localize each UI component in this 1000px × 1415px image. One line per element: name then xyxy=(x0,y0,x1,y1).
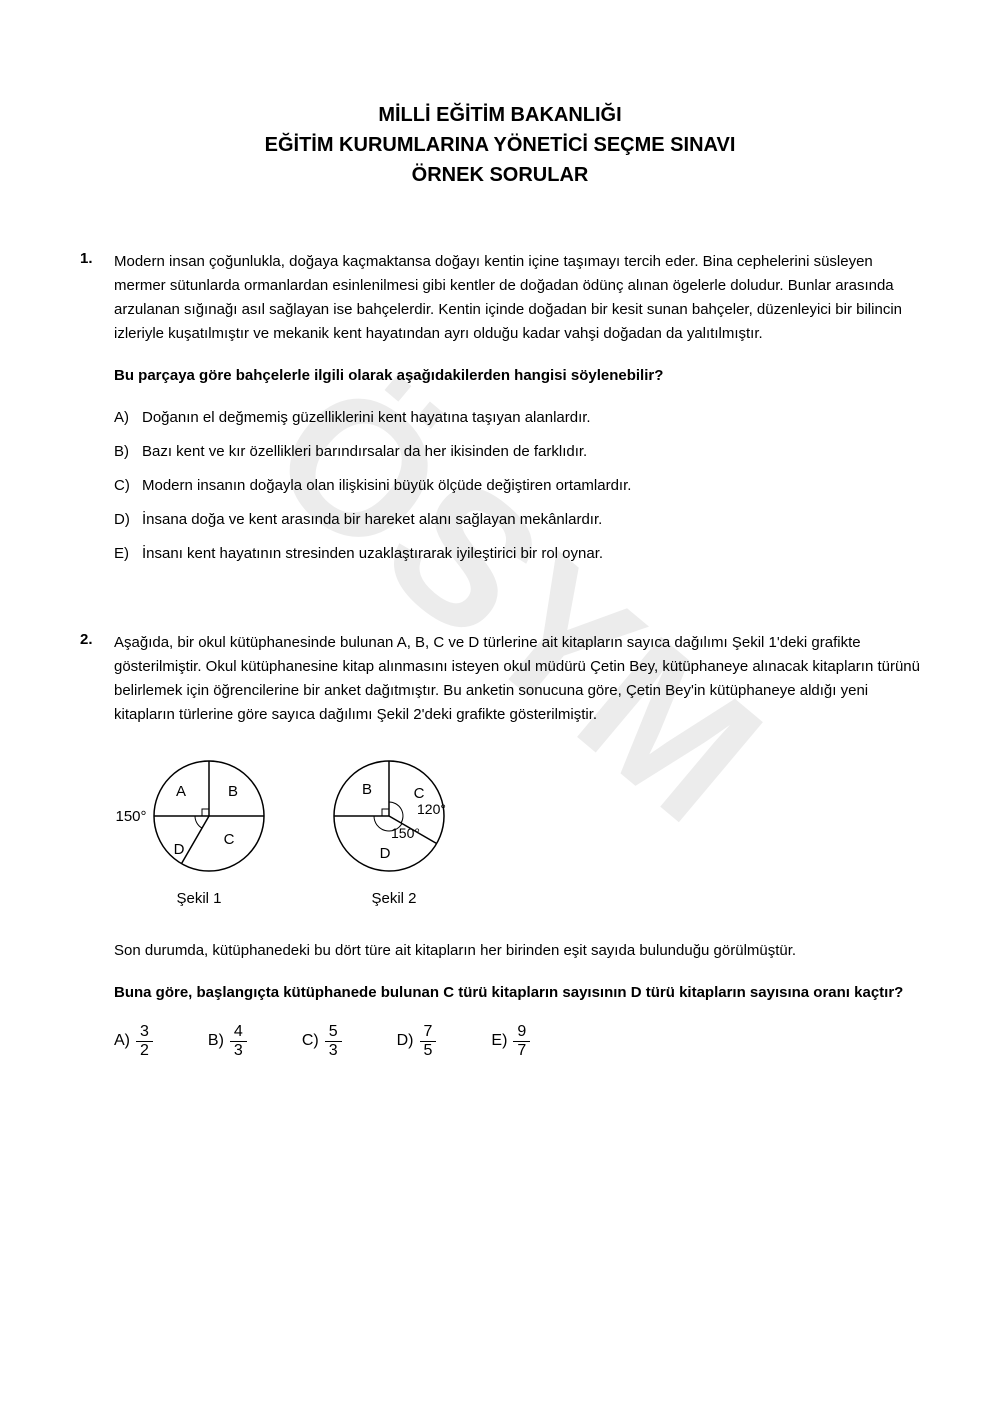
chart-2-caption: Şekil 2 xyxy=(371,887,416,911)
chart-1-angle-label: 150° xyxy=(115,808,146,825)
q1-option-a-letter: A) xyxy=(114,406,142,430)
q1-option-e-letter: E) xyxy=(114,542,142,566)
chart-2-angle-150: 150° xyxy=(391,825,420,841)
question-1-number: 1. xyxy=(80,250,114,576)
header-line-1: MİLLİ EĞİTİM BAKANLIĞI xyxy=(80,100,920,130)
q2-option-b[interactable]: B) 4 3 xyxy=(208,1023,247,1059)
q2-option-b-den: 3 xyxy=(230,1042,247,1060)
question-1-options: A) Doğanın el değmemiş güzelliklerini ke… xyxy=(114,406,920,566)
q1-option-d-letter: D) xyxy=(114,508,142,532)
q2-option-a-fraction: 3 2 xyxy=(136,1023,153,1059)
chart-2-label-c: C xyxy=(414,785,425,802)
chart-1-caption: Şekil 1 xyxy=(176,887,221,911)
q2-option-d-letter: D) xyxy=(397,1028,414,1054)
q1-option-b[interactable]: B) Bazı kent ve kır özellikleri barındır… xyxy=(114,440,920,464)
q2-option-c[interactable]: C) 5 3 xyxy=(302,1023,342,1059)
question-2: 2. Aşağıda, bir okul kütüphanesinde bulu… xyxy=(80,631,920,1059)
q2-option-a-letter: A) xyxy=(114,1028,130,1054)
chart-1-label-a: A xyxy=(176,783,186,800)
q2-option-a-num: 3 xyxy=(136,1023,153,1042)
q2-option-c-num: 5 xyxy=(325,1023,342,1042)
q2-option-b-num: 4 xyxy=(230,1023,247,1042)
header-line-3: ÖRNEK SORULAR xyxy=(80,160,920,190)
q2-option-d-fraction: 7 5 xyxy=(420,1023,437,1059)
chart-2-label-d: D xyxy=(380,845,391,862)
q2-option-e-fraction: 9 7 xyxy=(513,1023,530,1059)
q1-option-a[interactable]: A) Doğanın el değmemiş güzelliklerini ke… xyxy=(114,406,920,430)
chart-1: A B C D 150° Şekil 1 xyxy=(114,751,284,911)
chart-1-center-marker xyxy=(202,809,209,816)
chart-2-center-marker xyxy=(382,809,389,816)
page-header: MİLLİ EĞİTİM BAKANLIĞI EĞİTİM KURUMLARIN… xyxy=(80,100,920,190)
question-2-prompt: Buna göre, başlangıçta kütüphanede bulun… xyxy=(114,981,920,1005)
q1-option-e[interactable]: E) İnsanı kent hayatının stresinden uzak… xyxy=(114,542,920,566)
header-line-2: EĞİTİM KURUMLARINA YÖNETİCİ SEÇME SINAVI xyxy=(80,130,920,160)
question-2-number: 2. xyxy=(80,631,114,1059)
chart-1-label-c: C xyxy=(224,831,235,848)
q1-option-d[interactable]: D) İnsana doğa ve kent arasında bir hare… xyxy=(114,508,920,532)
q2-option-b-fraction: 4 3 xyxy=(230,1023,247,1059)
q1-option-c-text: Modern insanın doğayla olan ilişkisini b… xyxy=(142,474,631,498)
q2-option-c-den: 3 xyxy=(325,1042,342,1060)
q2-option-c-letter: C) xyxy=(302,1028,319,1054)
question-1-prompt: Bu parçaya göre bahçelerle ilgili olarak… xyxy=(114,364,920,388)
q1-option-b-text: Bazı kent ve kır özellikleri barındırsal… xyxy=(142,440,587,464)
chart-2-angle-120: 120° xyxy=(417,801,446,817)
q2-option-d-num: 7 xyxy=(420,1023,437,1042)
q1-option-c[interactable]: C) Modern insanın doğayla olan ilişkisin… xyxy=(114,474,920,498)
chart-1-label-b: B xyxy=(228,783,238,800)
charts-row: A B C D 150° Şekil 1 xyxy=(114,751,920,911)
q2-option-e[interactable]: E) 9 7 xyxy=(491,1023,530,1059)
question-2-text: Aşağıda, bir okul kütüphanesinde bulunan… xyxy=(114,631,920,727)
q1-option-b-letter: B) xyxy=(114,440,142,464)
q2-option-d[interactable]: D) 7 5 xyxy=(397,1023,437,1059)
question-1: 1. Modern insan çoğunlukla, doğaya kaçma… xyxy=(80,250,920,576)
chart-2-svg: B C D 120° 150° xyxy=(314,751,474,881)
q2-option-c-fraction: 5 3 xyxy=(325,1023,342,1059)
chart-1-divider-dl xyxy=(182,816,210,864)
chart-2-arc-150 xyxy=(374,816,402,831)
q1-option-d-text: İnsana doğa ve kent arasında bir hareket… xyxy=(142,508,602,532)
chart-2: B C D 120° 150° Şekil 2 xyxy=(314,751,474,911)
q1-option-c-letter: C) xyxy=(114,474,142,498)
chart-1-svg: A B C D 150° xyxy=(114,751,284,881)
question-2-followup: Son durumda, kütüphanedeki bu dört türe … xyxy=(114,939,920,963)
question-1-text: Modern insan çoğunlukla, doğaya kaçmakta… xyxy=(114,250,920,346)
q2-option-a[interactable]: A) 3 2 xyxy=(114,1023,153,1059)
q2-option-a-den: 2 xyxy=(136,1042,153,1060)
q2-option-e-den: 7 xyxy=(513,1042,530,1060)
chart-2-label-b: B xyxy=(362,781,372,798)
q1-option-e-text: İnsanı kent hayatının stresinden uzaklaş… xyxy=(142,542,603,566)
chart-1-label-d: D xyxy=(174,841,185,858)
q2-option-d-den: 5 xyxy=(420,1042,437,1060)
q2-option-e-num: 9 xyxy=(513,1023,530,1042)
chart-1-angle-arc xyxy=(195,816,202,828)
q2-option-e-letter: E) xyxy=(491,1028,507,1054)
question-2-options: A) 3 2 B) 4 3 C) 5 xyxy=(114,1023,920,1059)
q2-option-b-letter: B) xyxy=(208,1028,224,1054)
q1-option-a-text: Doğanın el değmemiş güzelliklerini kent … xyxy=(142,406,591,430)
